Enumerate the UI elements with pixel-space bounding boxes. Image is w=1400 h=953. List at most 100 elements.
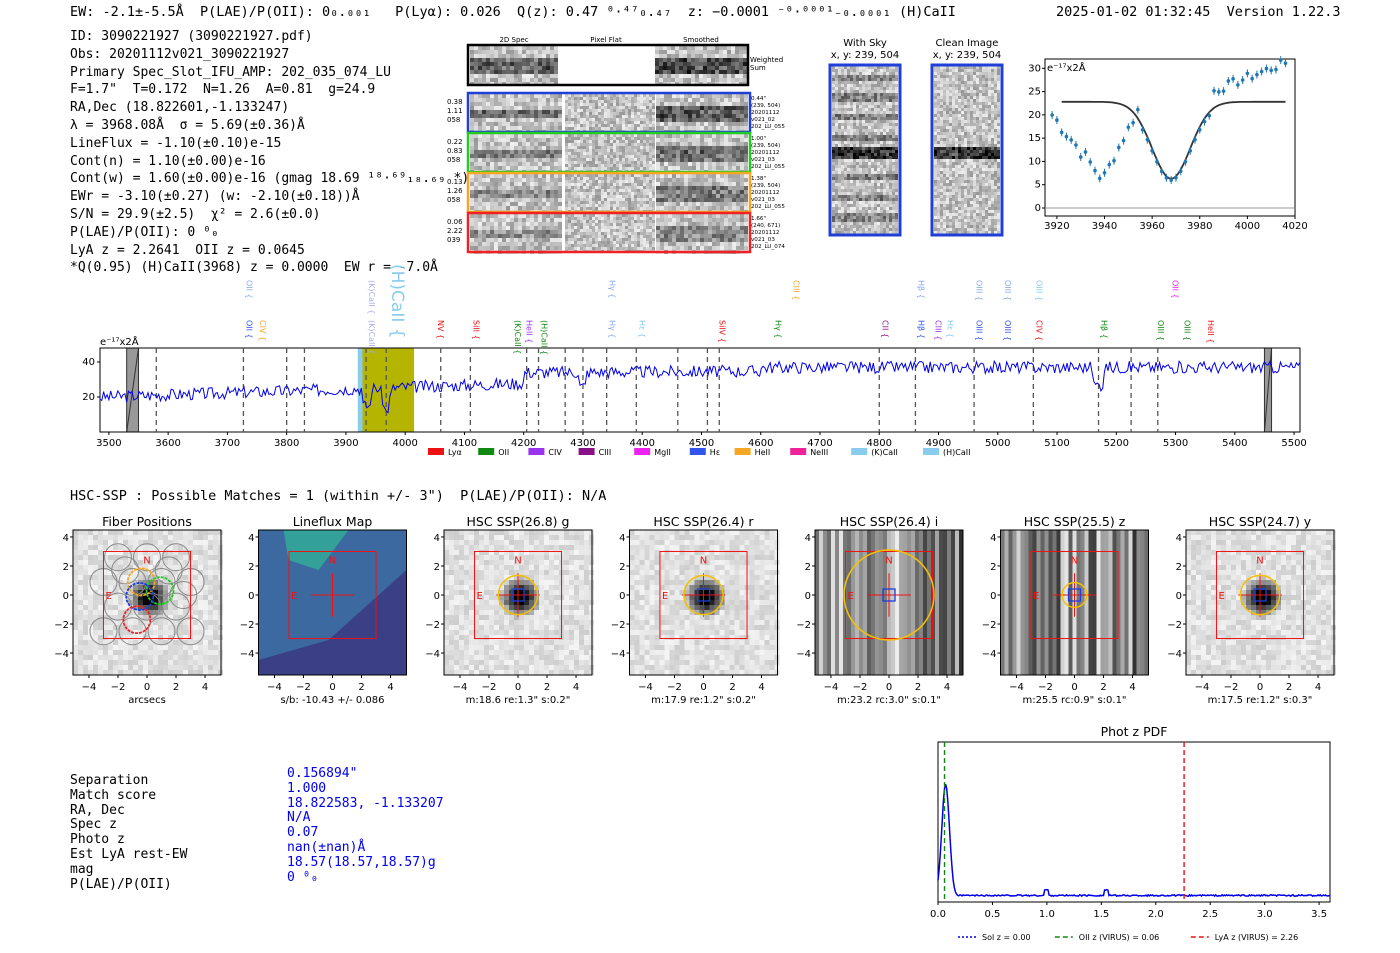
pixel xyxy=(1261,590,1266,595)
pixel xyxy=(484,620,489,625)
pixel xyxy=(213,610,218,615)
pixel xyxy=(88,550,93,555)
pixel xyxy=(584,635,589,640)
pixel xyxy=(574,555,579,560)
pixel xyxy=(564,630,569,635)
pixel xyxy=(449,540,454,545)
pixel xyxy=(118,540,123,545)
pixel xyxy=(499,575,504,580)
pixel xyxy=(1221,585,1226,590)
stripe xyxy=(1040,530,1045,675)
pixel xyxy=(128,545,133,550)
pixel xyxy=(734,595,740,600)
pixel xyxy=(719,645,725,650)
pixel xyxy=(1316,600,1321,605)
hsc-xtick: 0 xyxy=(886,682,892,693)
pixel xyxy=(704,540,710,545)
pixel xyxy=(629,645,635,650)
pixel xyxy=(704,530,710,535)
photz-xtick: 2.0 xyxy=(1148,909,1164,920)
pixel xyxy=(639,635,645,640)
pixel xyxy=(519,625,524,630)
pixel xyxy=(1266,560,1271,565)
pixel xyxy=(659,545,665,550)
pixel xyxy=(544,580,549,585)
pixel xyxy=(1266,555,1271,560)
pixel xyxy=(1311,565,1316,570)
pixel xyxy=(764,585,770,590)
pixel xyxy=(1231,560,1236,565)
pixel xyxy=(133,590,138,595)
pixel xyxy=(1286,615,1291,620)
sky-panel-title: Clean Image xyxy=(936,38,999,49)
pixel xyxy=(694,580,700,585)
pixel xyxy=(113,620,118,625)
pixel xyxy=(98,665,103,670)
pixel xyxy=(1316,645,1321,650)
hsc-xtick: 4 xyxy=(202,682,208,693)
pixel xyxy=(564,595,569,600)
pixel xyxy=(524,640,529,645)
match-value: 18.57(18.57,18.57)g xyxy=(287,854,436,870)
pixel xyxy=(1316,615,1321,620)
pixel xyxy=(569,575,574,580)
pixel xyxy=(173,535,178,540)
pixel xyxy=(504,635,509,640)
pixel xyxy=(118,575,123,580)
pixel xyxy=(464,640,469,645)
pixel xyxy=(529,555,534,560)
pixel xyxy=(714,530,720,535)
pixel xyxy=(664,570,670,575)
pixel xyxy=(198,645,203,650)
spectrum-xtick: 5100 xyxy=(1044,438,1069,449)
pixel xyxy=(549,530,554,535)
pixel xyxy=(173,560,178,565)
pixel xyxy=(1271,650,1276,655)
pixel xyxy=(549,670,554,675)
pixel xyxy=(569,530,574,535)
pixel xyxy=(494,555,499,560)
pixel xyxy=(534,555,539,560)
pixel xyxy=(93,565,98,570)
pixel xyxy=(474,615,479,620)
pixel xyxy=(83,640,88,645)
hsc-ytick: 0 xyxy=(63,591,69,602)
pixel xyxy=(504,650,509,655)
pixel xyxy=(464,555,469,560)
pixel xyxy=(444,640,449,645)
pixel xyxy=(704,655,710,660)
pixel xyxy=(754,650,760,655)
pixel xyxy=(714,545,720,550)
info-line: *Q(0.95) (H)CaII(3968) z = 0.0000 EW r =… xyxy=(70,260,438,276)
pixel xyxy=(634,530,640,535)
pixel xyxy=(1281,600,1286,605)
pixel xyxy=(168,550,173,555)
pixel xyxy=(1281,550,1286,555)
pixel xyxy=(138,585,143,590)
pixel xyxy=(1186,630,1191,635)
pixel xyxy=(108,630,113,635)
pixel xyxy=(1311,620,1316,625)
hsc-xtick: 2 xyxy=(729,682,735,693)
pixel xyxy=(73,540,78,545)
pixel xyxy=(644,560,650,565)
pixel xyxy=(1326,620,1331,625)
stripe xyxy=(1044,530,1049,675)
stripe xyxy=(823,530,827,675)
pixel xyxy=(749,630,755,635)
pixel xyxy=(1326,590,1331,595)
pixel xyxy=(1316,605,1321,610)
pixel xyxy=(1256,640,1261,645)
pixel xyxy=(103,645,108,650)
pixel xyxy=(1311,535,1316,540)
pixel xyxy=(93,615,98,620)
pixel xyxy=(544,670,549,675)
pixel xyxy=(1321,620,1326,625)
pixel xyxy=(449,670,454,675)
pixel xyxy=(529,645,534,650)
pixel xyxy=(689,640,695,645)
pixel xyxy=(133,620,138,625)
pixel xyxy=(664,660,670,665)
east-label: E xyxy=(291,591,297,602)
pixel xyxy=(1261,615,1266,620)
